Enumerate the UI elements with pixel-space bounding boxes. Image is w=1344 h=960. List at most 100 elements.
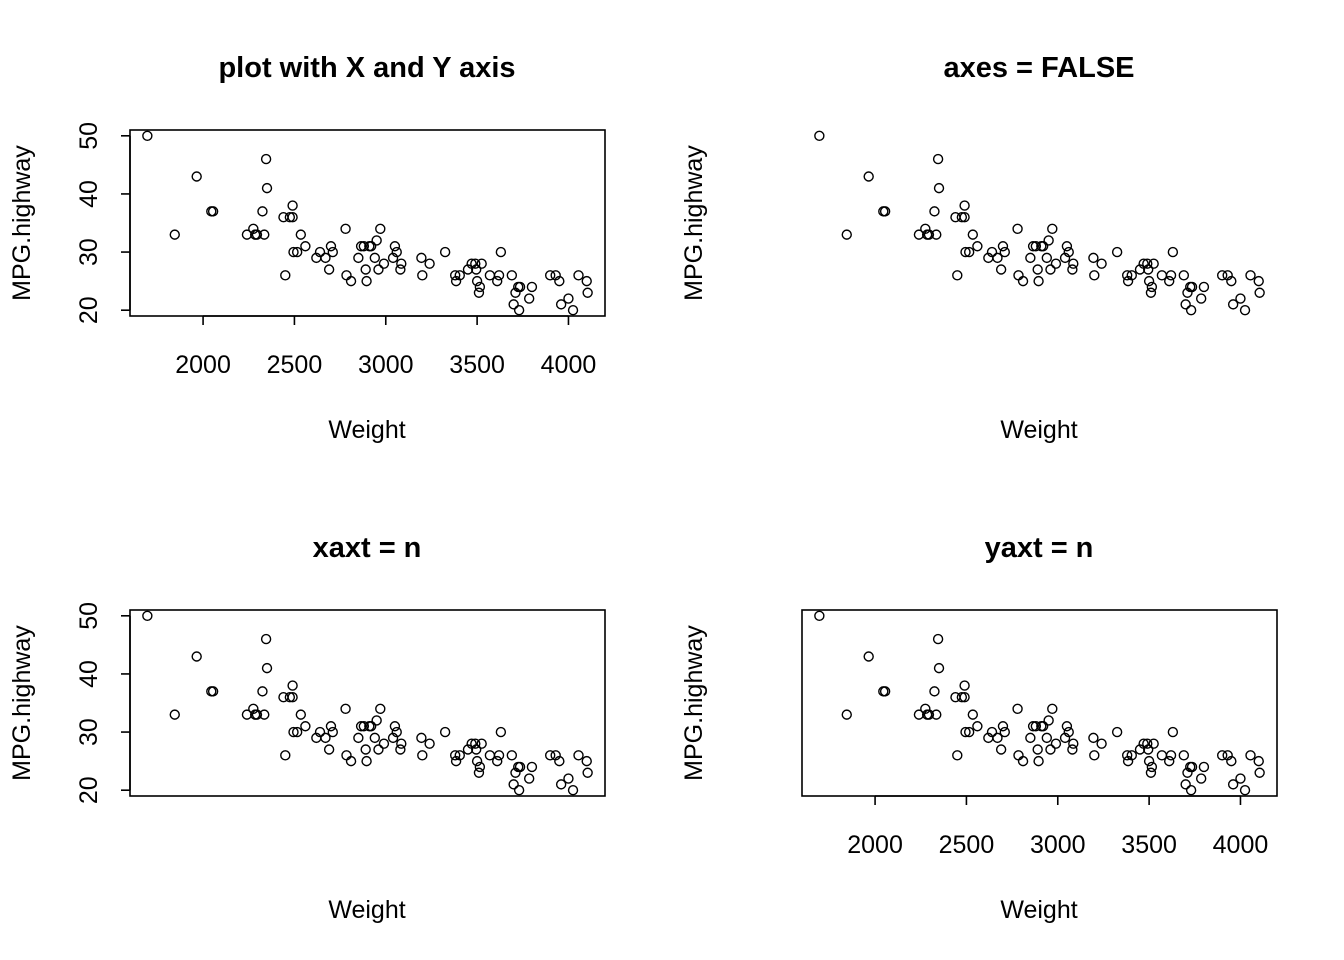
data-point [473, 767, 485, 778]
x-tick-label: 3000 [358, 351, 414, 379]
data-point [1143, 275, 1155, 287]
data-point [1185, 784, 1197, 796]
data-point [353, 732, 364, 744]
data-point [142, 130, 153, 142]
data-point [554, 275, 565, 287]
data-point [341, 270, 352, 281]
x-tick-label: 2000 [175, 351, 231, 379]
data-point [365, 241, 377, 252]
data-point [1096, 738, 1107, 749]
data-point [375, 703, 386, 715]
data-point [1067, 744, 1078, 755]
data-point [387, 252, 399, 264]
data-point [1121, 270, 1133, 281]
data-point [959, 680, 970, 691]
data-point [1032, 744, 1043, 755]
data-point [513, 304, 525, 316]
data-point [506, 270, 518, 281]
data-point [476, 738, 487, 749]
data-point [371, 235, 382, 246]
data-point [1089, 270, 1100, 281]
data-point [1226, 275, 1237, 287]
data-point [241, 709, 253, 720]
data-point [1041, 252, 1053, 264]
data-point [260, 633, 272, 645]
data-point [280, 270, 291, 281]
data-point [369, 732, 381, 744]
data-point [142, 610, 153, 622]
data-point [1037, 241, 1049, 252]
data-point [261, 182, 273, 194]
data-point [563, 293, 574, 304]
data-point [523, 773, 535, 784]
data-point [1088, 252, 1099, 264]
data-point [582, 767, 593, 778]
data-point [1235, 293, 1246, 304]
data-point [325, 721, 337, 732]
data-point [1061, 241, 1073, 252]
data-point [495, 246, 507, 258]
data-point [1089, 750, 1100, 761]
data-point [291, 246, 303, 258]
data-point [360, 744, 371, 755]
data-point [1178, 750, 1190, 761]
data-point [1027, 241, 1039, 252]
x-tick-label: 4000 [541, 351, 597, 379]
data-point [1013, 750, 1024, 761]
data-point [417, 270, 428, 281]
data-point [863, 651, 874, 662]
data-point [1198, 281, 1210, 293]
data-point [470, 738, 481, 749]
data-point [454, 270, 465, 281]
data-point [424, 738, 435, 749]
data-point [1067, 264, 1078, 275]
data-point [325, 241, 337, 252]
data-point [1143, 744, 1154, 755]
data-point [471, 744, 482, 755]
data-point [450, 275, 462, 287]
data-point [963, 246, 975, 258]
data-point [355, 721, 367, 732]
data-point [345, 275, 357, 287]
data-point [191, 651, 202, 662]
data-point [474, 281, 486, 293]
data-point [1245, 750, 1256, 761]
data-point [424, 258, 435, 269]
data-point [248, 223, 259, 235]
panel-title: axes = FALSE [943, 52, 1134, 84]
data-point [959, 200, 970, 211]
data-point [1037, 721, 1049, 732]
data-point [169, 229, 180, 240]
data-point [1047, 703, 1058, 715]
data-point [287, 200, 298, 211]
data-point [523, 293, 535, 304]
data-point [323, 264, 335, 275]
data-point [1146, 281, 1158, 293]
data-point [284, 691, 296, 703]
data-point [1041, 732, 1053, 744]
data-point [1145, 767, 1157, 778]
data-point [999, 726, 1010, 738]
data-point [1068, 738, 1079, 749]
data-point [1033, 275, 1044, 287]
data-point [396, 258, 407, 269]
data-point [1122, 755, 1134, 767]
data-point [280, 750, 291, 761]
data-point [932, 153, 944, 165]
data-point [1059, 252, 1071, 264]
data-point [1111, 726, 1123, 738]
data-point [1017, 755, 1029, 767]
data-point [288, 246, 299, 258]
data-point [1017, 275, 1029, 287]
data-point [191, 171, 202, 182]
data-point [997, 721, 1009, 732]
data-point [395, 264, 406, 275]
data-point [373, 264, 384, 275]
data-point [1186, 281, 1198, 293]
data-point [439, 726, 451, 738]
x-axis-label: Weight [1000, 416, 1077, 444]
data-point [353, 252, 364, 264]
data-point [1253, 275, 1264, 287]
data-point [462, 264, 474, 275]
data-point [929, 206, 940, 217]
